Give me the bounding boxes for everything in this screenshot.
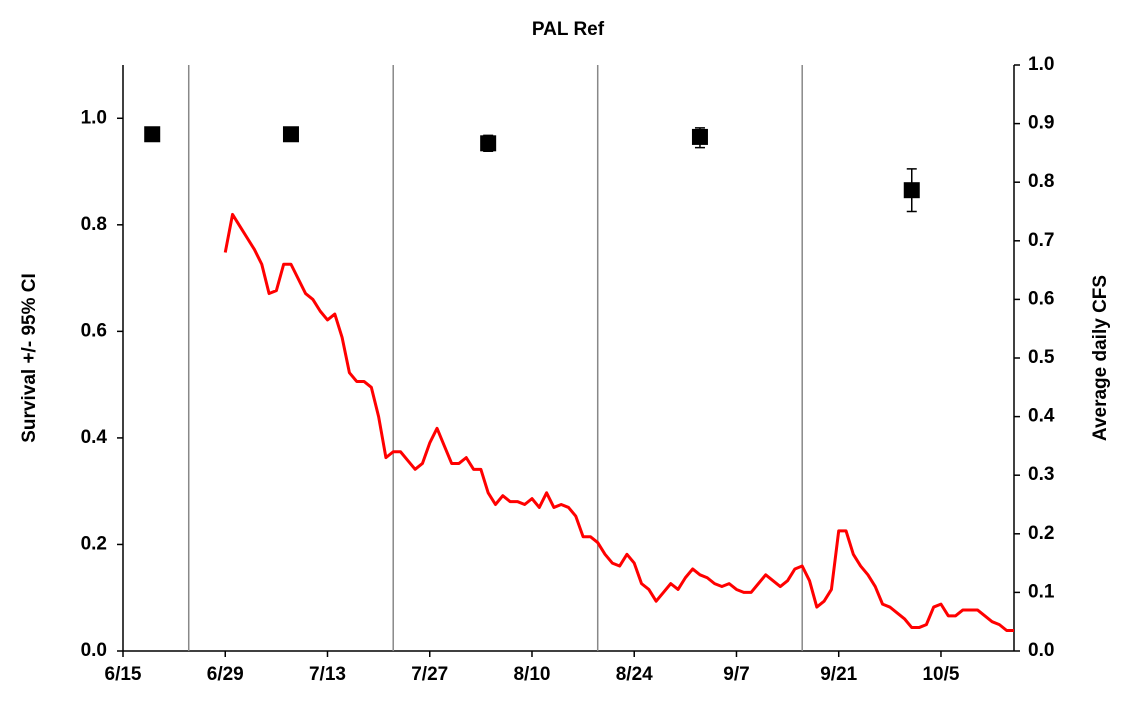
y2-tick-label: 0.1	[1028, 581, 1055, 602]
survival-point	[480, 135, 497, 152]
y2-tick-label: 0.6	[1028, 288, 1054, 309]
y-tick-label: 0.0	[81, 640, 107, 661]
y2-tick-label: 0.2	[1028, 523, 1054, 544]
flow-line	[223, 212, 1014, 632]
x-tick-label: 8/10	[513, 664, 550, 685]
y-tick-label: 0.6	[81, 320, 107, 341]
survival-point	[903, 182, 920, 199]
y2-tick-label: 0.5	[1028, 347, 1055, 368]
y-tick-label: 1.0	[81, 107, 107, 128]
y2-axis-title: Average daily CFS	[1090, 275, 1111, 441]
y-tick-label: 0.8	[81, 214, 107, 235]
y2-tick-label: 1.0	[1028, 54, 1054, 75]
survival-point	[144, 126, 161, 143]
chart-title: PAL Ref	[532, 19, 605, 40]
x-tick-label: 7/27	[411, 664, 448, 685]
y2-tick-label: 0.0	[1028, 640, 1054, 661]
x-tick-label: 9/21	[820, 664, 857, 685]
y-axis-title: Survival +/- 95% CI	[19, 273, 40, 443]
y-tick-label: 0.2	[81, 533, 107, 554]
x-tick-label: 8/24	[616, 664, 653, 685]
x-tick-label: 6/15	[105, 664, 142, 685]
survival-point	[282, 126, 299, 143]
x-tick-label: 10/5	[922, 664, 959, 685]
y2-tick-label: 0.7	[1028, 230, 1054, 251]
x-tick-label: 7/13	[309, 664, 346, 685]
survival-point	[691, 128, 708, 145]
y2-tick-label: 0.9	[1028, 113, 1054, 134]
x-tick-label: 9/7	[723, 664, 749, 685]
y-tick-label: 0.4	[81, 427, 108, 448]
x-tick-label: 6/29	[207, 664, 244, 685]
y2-tick-label: 0.4	[1028, 406, 1055, 427]
y2-tick-label: 0.8	[1028, 171, 1054, 192]
y2-tick-label: 0.3	[1028, 464, 1054, 485]
